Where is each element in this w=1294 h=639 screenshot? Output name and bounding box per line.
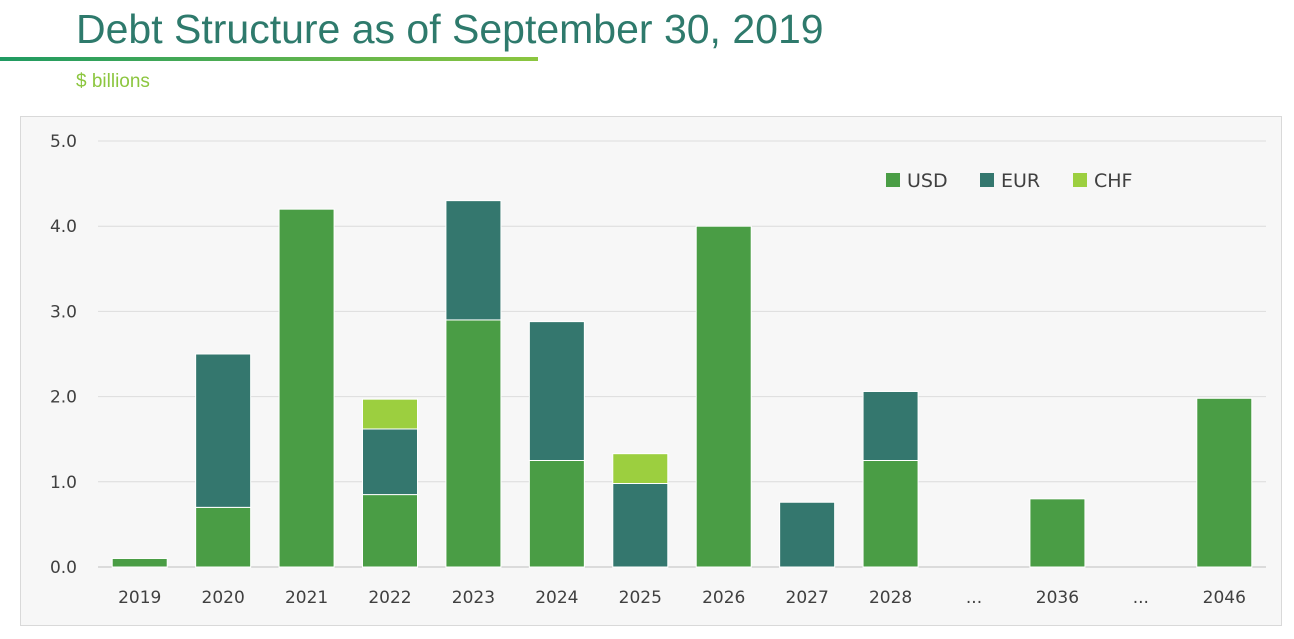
y-tick-label: 4.0 <box>50 217 77 237</box>
legend-swatch-chf <box>1073 173 1087 187</box>
bar-usd <box>195 506 252 568</box>
x-tick-label: 2036 <box>1036 588 1079 608</box>
bar-usd <box>111 557 168 568</box>
bar-eur <box>862 390 919 462</box>
x-tick-label: 2021 <box>285 588 328 608</box>
units-subtitle: $ billions <box>76 71 150 92</box>
legend: USD EUR CHF <box>886 170 1132 192</box>
bar-eur <box>528 321 585 461</box>
bar-eur <box>612 483 669 568</box>
legend-swatch-usd <box>886 173 900 187</box>
bar-eur <box>362 428 418 496</box>
y-tick-label: 0.0 <box>50 558 77 578</box>
x-tick-label: 2019 <box>118 588 161 608</box>
x-tick-label: 2028 <box>869 588 912 608</box>
x-tick-label: 2020 <box>202 588 245 608</box>
y-axis: 0.0 1.0 2.0 3.0 4.0 5.0 <box>50 132 77 578</box>
legend-label-usd: USD <box>907 170 948 192</box>
x-tick-label: ... <box>966 588 982 608</box>
bar-eur <box>445 200 502 321</box>
bar-usd <box>862 460 919 568</box>
x-tick-label: 2046 <box>1203 588 1246 608</box>
legend-label-chf: CHF <box>1094 170 1132 192</box>
y-tick-label: 1.0 <box>50 473 77 493</box>
x-tick-label: ... <box>1133 588 1149 608</box>
bar-usd <box>362 494 418 568</box>
y-tick-label: 5.0 <box>50 132 77 152</box>
x-tick-label: 2023 <box>452 588 495 608</box>
bar-usd <box>528 460 585 568</box>
x-tick-label: 2026 <box>702 588 745 608</box>
bar-chf <box>612 453 669 485</box>
bar-usd <box>1029 498 1086 568</box>
x-tick-label: 2024 <box>535 588 578 608</box>
bar-usd <box>278 208 335 568</box>
bar-chf <box>362 398 418 430</box>
x-tick-label: 2027 <box>786 588 829 608</box>
bar-usd <box>1196 397 1253 568</box>
y-tick-label: 2.0 <box>50 388 77 408</box>
x-axis: 2019 2020 2021 2022 2023 2024 2025 2026 2027 2028… <box>118 588 1246 608</box>
legend-swatch-eur <box>980 173 994 187</box>
y-tick-label: 3.0 <box>50 302 77 322</box>
x-tick-label: 2022 <box>368 588 411 608</box>
x-tick-label: 2025 <box>619 588 662 608</box>
gridlines <box>98 140 1266 568</box>
bar-eur <box>779 501 836 568</box>
bar-usd <box>445 319 502 568</box>
legend-label-eur: EUR <box>1001 170 1040 192</box>
bar-eur <box>195 353 252 508</box>
bar-usd <box>695 225 752 568</box>
title-underline <box>0 57 538 61</box>
bars <box>111 200 1253 568</box>
page-title: Debt Structure as of September 30, 2019 <box>76 6 824 52</box>
